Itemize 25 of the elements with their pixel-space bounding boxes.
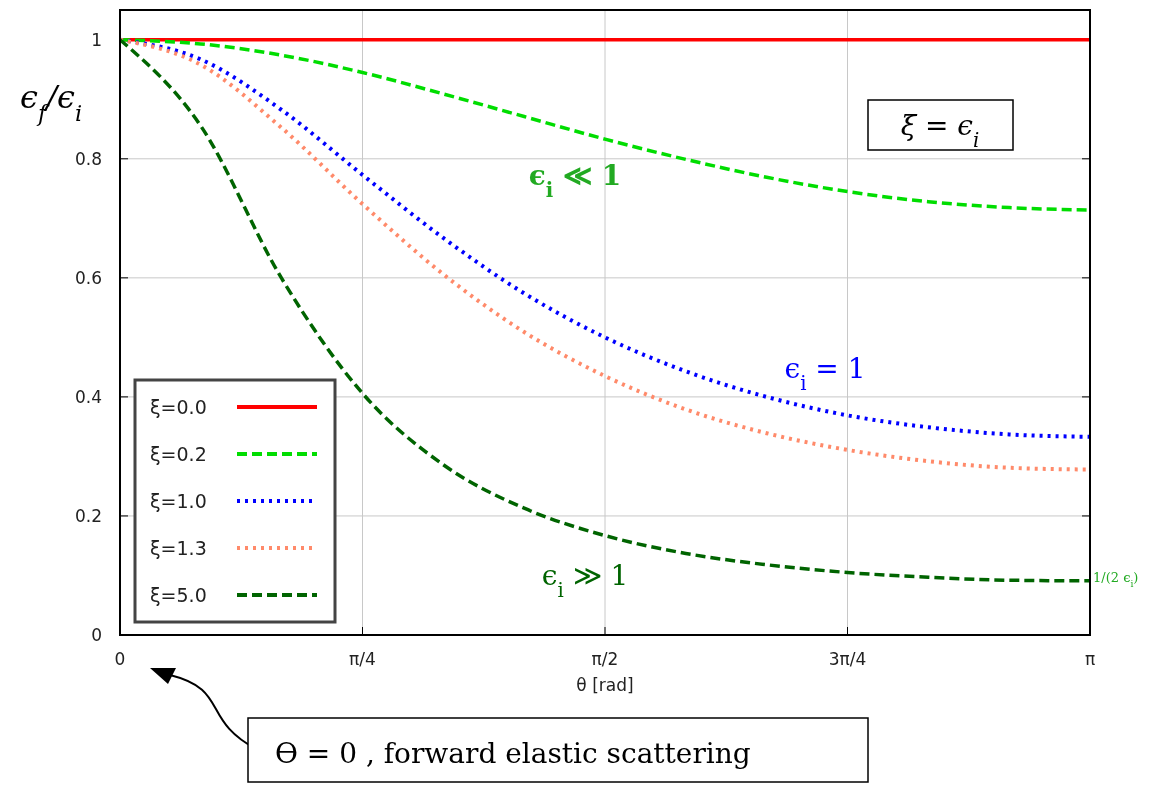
x-tick-label: 3π/4 xyxy=(828,649,867,669)
x-tick-label: 0 xyxy=(114,649,126,669)
line-series xyxy=(118,38,1092,583)
x-tick-label: π/2 xyxy=(591,649,619,669)
text: 1/(2 ϵ$_{i}$) xyxy=(1093,570,1139,589)
legend-label: ξ=5.0 xyxy=(150,584,207,606)
x-tick-label: π xyxy=(1084,649,1096,669)
y-axis-title: ϵ$_{f}$/ϵ$_{i}$ xyxy=(20,78,83,126)
x-axis-title: θ [rad] xyxy=(576,675,634,695)
annotation: ϵ$_{i}$ = 1 xyxy=(784,352,866,395)
text: ϴ = 0 , forward elastic scattering xyxy=(275,737,751,770)
annotation: ϵ$_{i}$ ≫ 1 xyxy=(541,559,629,602)
y-tick-label: 1 xyxy=(91,29,102,50)
legend-label: ξ=0.2 xyxy=(150,443,207,465)
legend-label: ξ=0.0 xyxy=(150,396,207,418)
annotation: ϵ$_{i}$ ≪ 1 xyxy=(528,159,622,202)
y-tick-label: 0.8 xyxy=(74,148,102,169)
legend-label: ξ=1.0 xyxy=(150,490,207,512)
y-tick-label: 0.2 xyxy=(74,505,102,526)
legend-label: ξ=1.3 xyxy=(150,537,207,559)
annotation: ξ = ϵ$_{i}$ xyxy=(900,109,980,152)
y-tick-label: 0.6 xyxy=(74,267,102,288)
x-tick-label: π/4 xyxy=(349,649,376,669)
y-tick-label: 0.4 xyxy=(74,386,102,407)
y-tick-label: 0 xyxy=(91,625,102,645)
